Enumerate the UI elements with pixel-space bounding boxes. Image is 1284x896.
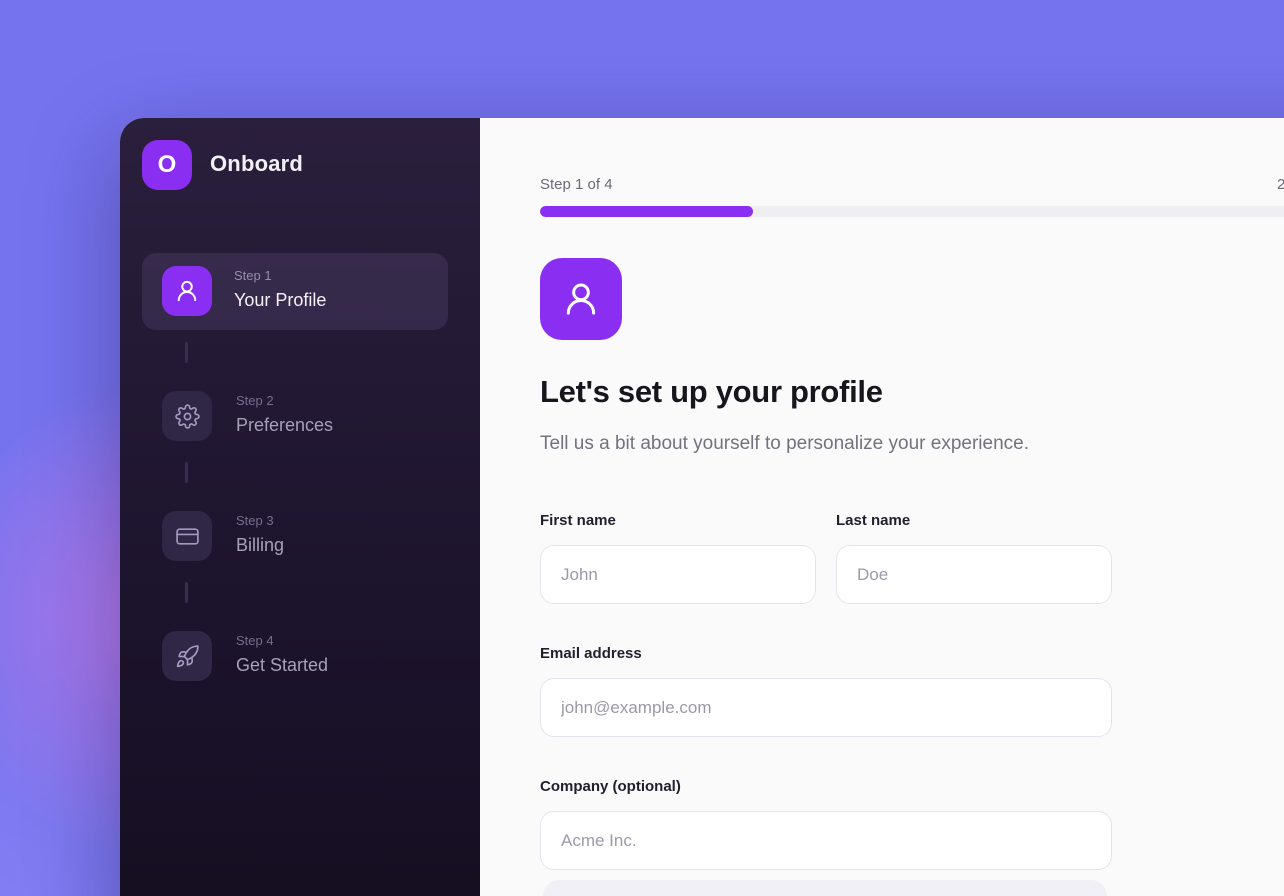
email-input[interactable]: [540, 678, 1112, 737]
user-icon: [561, 279, 601, 319]
rocket-icon: [162, 631, 212, 681]
step-connector: [185, 462, 188, 483]
step-title: Your Profile: [234, 290, 327, 310]
progress-bar: [540, 206, 1284, 217]
sidebar-step-preferences[interactable]: Step 2 Preferences: [162, 391, 448, 441]
sidebar-step-get-started[interactable]: Step 4 Get Started: [162, 631, 448, 681]
sidebar: O Onboard Step 1 Your Profile: [120, 118, 480, 896]
step-title: Preferences: [236, 415, 334, 435]
progress-percent-label: 25%: [1277, 176, 1284, 193]
credit-card-icon: [162, 511, 212, 561]
app-logo-letter: O: [157, 151, 177, 178]
email-label: Email address: [540, 645, 642, 662]
progress-fill: [540, 206, 753, 217]
first-name-label: First name: [540, 512, 616, 529]
main-content: Step 1 of 4 25% Let's set up your profil…: [480, 118, 1284, 896]
step-kicker: Step 3: [236, 513, 274, 528]
step-title: Get Started: [236, 655, 329, 675]
first-name-input[interactable]: [540, 545, 816, 604]
gear-icon: [162, 391, 212, 441]
step-connector: [185, 582, 188, 603]
next-section-hint: [543, 880, 1107, 896]
company-input[interactable]: [540, 811, 1112, 870]
step-connector: [185, 342, 188, 363]
sidebar-step-billing[interactable]: Step 3 Billing: [162, 511, 448, 561]
step-kicker: Step 1: [234, 268, 272, 283]
user-icon: [162, 266, 212, 316]
step-title: Billing: [236, 535, 285, 555]
profile-section-badge: [540, 258, 622, 340]
sidebar-step-your-profile[interactable]: Step 1 Your Profile: [142, 253, 448, 330]
company-label: Company (optional): [540, 778, 681, 795]
step-kicker: Step 4: [236, 633, 274, 648]
onboarding-card: O Onboard Step 1 Your Profile: [120, 118, 1284, 896]
last-name-label: Last name: [836, 512, 911, 529]
brand-name: Onboard: [210, 151, 304, 176]
page-title: Let's set up your profile: [540, 374, 883, 409]
step-kicker: Step 2: [236, 393, 274, 408]
progress-step-label: Step 1 of 4: [540, 176, 613, 193]
app-logo: O: [142, 140, 192, 190]
page-subtitle: Tell us a bit about yourself to personal…: [540, 433, 1029, 454]
last-name-input[interactable]: [836, 545, 1112, 604]
